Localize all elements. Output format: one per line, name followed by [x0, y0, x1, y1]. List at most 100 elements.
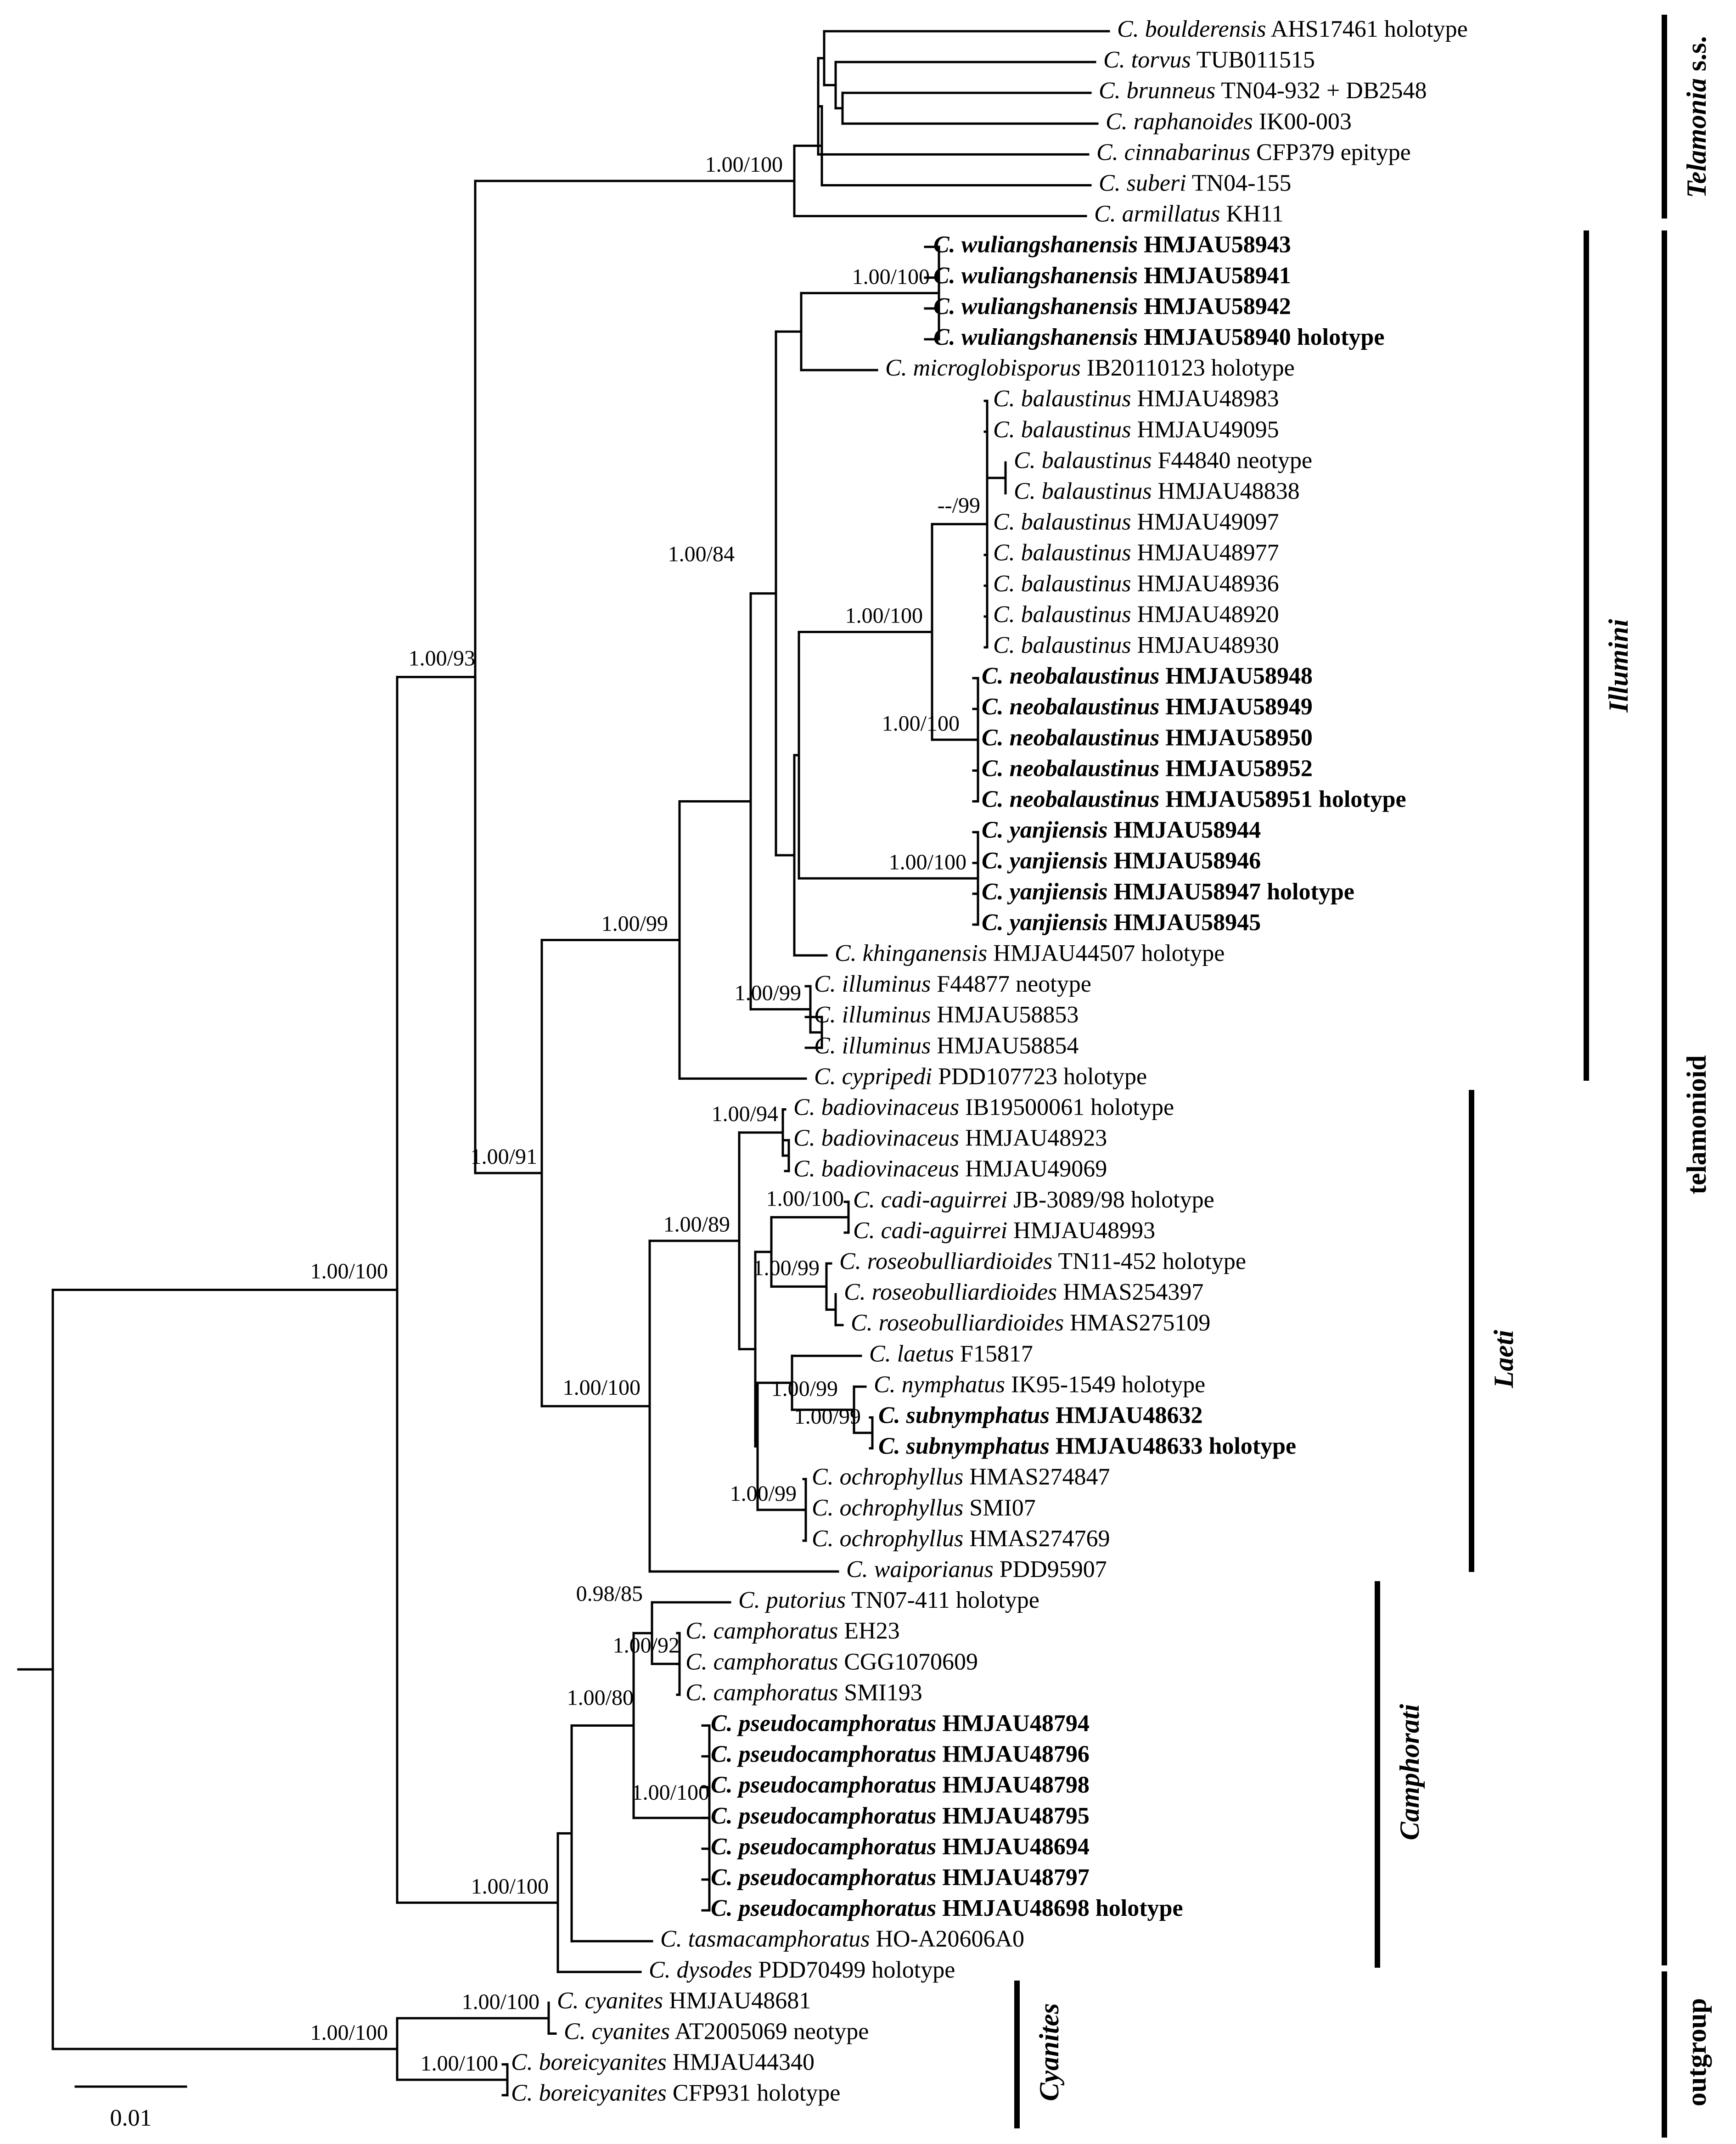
support-value: 1.00/100 — [766, 1186, 844, 1211]
tip-voucher: HMJAU58945 — [1108, 909, 1261, 936]
tip-taxon: C. wuliangshanensis — [933, 324, 1138, 350]
tip-taxon: C. putorius — [738, 1587, 846, 1613]
tip-label: C. wuliangshanensis HMJAU58941 — [933, 263, 1291, 289]
tip-voucher: SMI193 — [838, 1679, 922, 1706]
support-value: 1.00/100 — [310, 1259, 388, 1283]
tip-label: C. pseudocamphoratus HMJAU48698 holotype — [711, 1895, 1183, 1921]
tip-voucher: HMJAU49095 — [1131, 416, 1279, 443]
tip-voucher: HMAS275109 — [1064, 1310, 1210, 1336]
tip-taxon: C. neobalaustinus — [982, 663, 1159, 689]
tip-voucher: HMJAU58941 — [1138, 263, 1291, 289]
tip-label: C. torvus TUB011515 — [1103, 47, 1315, 73]
tip-taxon: C. boreicyanites — [511, 2049, 667, 2076]
tip-taxon: C. ochrophyllus — [812, 1464, 963, 1490]
tip-taxon: C. boreicyanites — [511, 2080, 667, 2106]
support-value: 1.00/99 — [730, 1482, 797, 1506]
tip-voucher: HMJAU58942 — [1138, 293, 1291, 320]
tree-branches — [17, 30, 1110, 2097]
tip-taxon: C. laetus — [869, 1341, 954, 1367]
tip-voucher: HMJAU48983 — [1131, 386, 1279, 412]
tip-taxon: C. subnymphatus — [878, 1402, 1050, 1428]
tip-label: C. ochrophyllus HMAS274769 — [812, 1526, 1110, 1552]
support-value: 1.00/100 — [421, 2051, 498, 2076]
tip-label: C. camphoratus SMI193 — [685, 1679, 922, 1706]
tip-taxon: C. raphanoides — [1106, 108, 1253, 135]
support-value: --/99 — [938, 494, 980, 518]
tip-voucher: HMJAU44340 — [667, 2049, 815, 2076]
tip-taxon: C. pseudocamphoratus — [711, 1710, 936, 1736]
tip-taxon: C. yanjiensis — [982, 848, 1108, 874]
tip-voucher: IK95-1549 holotype — [1005, 1371, 1205, 1398]
tip-label: C. cyanites AT2005069 neotype — [564, 2018, 869, 2044]
tip-voucher: HMJAU58947 holotype — [1108, 879, 1354, 905]
tip-label: C. wuliangshanensis HMJAU58940 holotype — [933, 324, 1384, 350]
tip-voucher: IK00-003 — [1253, 108, 1352, 135]
tip-label: C. balaustinus HMJAU49095 — [993, 416, 1279, 443]
tip-voucher: KH11 — [1220, 201, 1284, 227]
tip-voucher: HMJAU48796 — [936, 1741, 1090, 1768]
tip-voucher: HMJAU48633 holotype — [1050, 1433, 1296, 1459]
tip-taxon: C. balaustinus — [993, 540, 1131, 566]
support-value: 1.00/94 — [712, 1102, 778, 1126]
tip-taxon: C. camphoratus — [685, 1679, 838, 1706]
group-label-telamonia: Telamonia s.s. — [1681, 36, 1712, 198]
tip-voucher: HMJAU48838 — [1152, 478, 1300, 504]
tip-label: C. khinganensis HMJAU44507 holotype — [835, 940, 1225, 966]
tip-taxon: C. brunneus — [1099, 78, 1215, 104]
scale-bar: 0.01 — [74, 2085, 187, 2131]
tip-taxon: C. cinnabarinus — [1096, 139, 1250, 165]
tip-taxon: C. balaustinus — [993, 601, 1131, 628]
tip-taxon: C. camphoratus — [685, 1618, 838, 1644]
tip-voucher: JB-3089/98 holotype — [1007, 1187, 1214, 1213]
tip-taxon: C. illuminus — [814, 1033, 931, 1059]
tip-label: C. pseudocamphoratus HMJAU48798 — [711, 1772, 1090, 1798]
tip-label: C. neobalaustinus HMJAU58949 — [982, 694, 1313, 720]
tip-taxon: C. pseudocamphoratus — [711, 1864, 936, 1891]
support-value: 1.00/100 — [852, 264, 930, 289]
tip-voucher: HMJAU48930 — [1131, 632, 1279, 658]
support-value: 1.00/100 — [882, 711, 960, 735]
tip-taxon: C. pseudocamphoratus — [711, 1803, 936, 1829]
tip-label: C. ochrophyllus HMAS274847 — [812, 1464, 1110, 1490]
support-value: 1.00/100 — [705, 152, 783, 177]
tip-voucher: TN11-452 holotype — [1052, 1248, 1246, 1274]
tip-label: C. roseobulliardioides TN11-452 holotype — [839, 1248, 1246, 1274]
tip-label: C. badiovinaceus HMJAU48923 — [793, 1125, 1107, 1151]
tip-voucher: HMJAU58854 — [931, 1033, 1079, 1059]
tip-voucher: HMJAU48694 — [936, 1834, 1090, 1860]
tip-label: C. balaustinus HMJAU48983 — [993, 386, 1279, 412]
tip-taxon: C. balaustinus — [993, 386, 1131, 412]
tip-label: C. pseudocamphoratus HMJAU48796 — [711, 1741, 1090, 1768]
tip-voucher: HMJAU48795 — [936, 1803, 1090, 1829]
tip-taxon: C. balaustinus — [993, 509, 1131, 535]
tip-label: C. neobalaustinus HMJAU58952 — [982, 755, 1313, 781]
tip-voucher: HMJAU58948 — [1159, 663, 1313, 689]
tip-taxon: C. pseudocamphoratus — [711, 1834, 936, 1860]
tip-voucher: HMJAU49069 — [959, 1156, 1107, 1182]
tip-taxon: C. wuliangshanensis — [933, 293, 1138, 320]
tip-taxon: C. badiovinaceus — [793, 1125, 959, 1151]
tip-taxon: C. balaustinus — [993, 416, 1131, 443]
tip-taxon: C. badiovinaceus — [793, 1094, 959, 1120]
tip-label: C. wuliangshanensis HMJAU58942 — [933, 293, 1291, 320]
support-value: 1.00/80 — [567, 1686, 634, 1710]
tip-label: C. illuminus HMJAU58854 — [814, 1033, 1079, 1059]
tip-voucher: AHS17461 holotype — [1266, 16, 1468, 42]
tip-label: C. yanjiensis HMJAU58946 — [982, 848, 1261, 874]
tip-voucher: HMJAU58944 — [1108, 817, 1261, 843]
tip-label: C. balaustinus HMJAU49097 — [993, 509, 1279, 535]
tip-label: C. cypripedi PDD107723 holotype — [814, 1063, 1147, 1089]
tip-taxon: C. roseobulliardioides — [844, 1279, 1057, 1305]
tip-voucher: EH23 — [838, 1618, 899, 1644]
tip-label: C. dysodes PDD70499 holotype — [649, 1957, 955, 1983]
tip-taxon: C. roseobulliardioides — [851, 1310, 1064, 1336]
tip-taxon: C. waiporianus — [846, 1556, 994, 1583]
tip-label: C. boreicyanites CFP931 holotype — [511, 2080, 840, 2106]
tip-voucher: HMAS274769 — [963, 1526, 1110, 1552]
tip-voucher: HMAS254397 — [1057, 1279, 1203, 1305]
group-bars — [1014, 15, 1667, 2138]
tip-label: C. brunneus TN04-932 + DB2548 — [1099, 78, 1427, 104]
tip-voucher: CFP931 holotype — [667, 2080, 841, 2106]
tip-voucher: IB20110123 holotype — [1081, 355, 1295, 381]
tip-label: C. subnymphatus HMJAU48633 holotype — [878, 1433, 1296, 1459]
